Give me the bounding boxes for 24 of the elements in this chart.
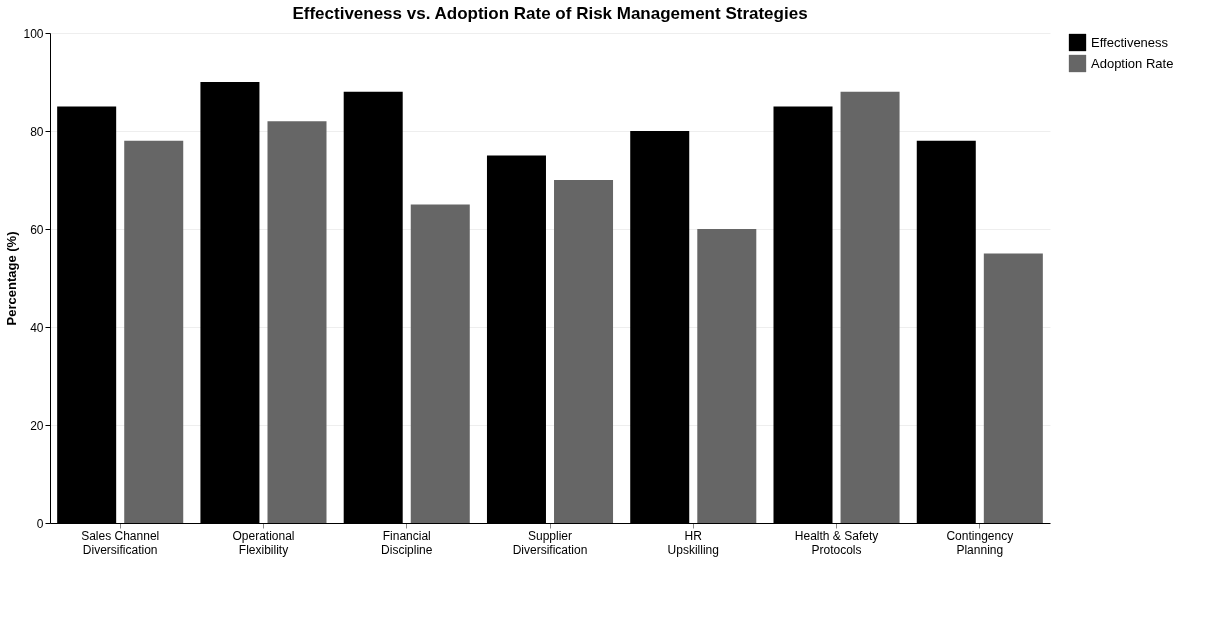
x-tick-label: Contingency Planning (946, 528, 1014, 557)
y-tick-label: 80 (30, 124, 44, 139)
x-tick-label: Operational Flexibility (232, 528, 295, 557)
bar (697, 229, 757, 523)
y-axis-title: Percentage (%) (4, 231, 20, 326)
x-tick-label: Supplier Diversification (512, 528, 588, 557)
bar (554, 180, 614, 523)
bar (410, 204, 470, 523)
y-tick-label: 20 (30, 418, 44, 433)
legend-label: Adoption Rate (1091, 55, 1174, 71)
y-tick-label: 0 (36, 516, 44, 531)
y-tick-label: 60 (30, 222, 44, 237)
y-tick-label: 40 (30, 320, 44, 335)
bar (124, 140, 184, 523)
x-tick-label: HR Upskilling (667, 528, 719, 557)
chart-title: Effectiveness vs. Adoption Rate of Risk Management Strategies (292, 4, 808, 23)
legend-label: Effectiveness (1091, 34, 1169, 50)
bar (840, 91, 900, 523)
x-tick-label: Sales Channel Diversification (81, 528, 160, 557)
bar (983, 253, 1043, 523)
x-tick-label: Health & Safety Protocols (794, 528, 879, 557)
bar (267, 121, 327, 523)
x-tick-label: Financial Discipline (381, 528, 433, 557)
y-tick-label: 100 (23, 26, 44, 41)
